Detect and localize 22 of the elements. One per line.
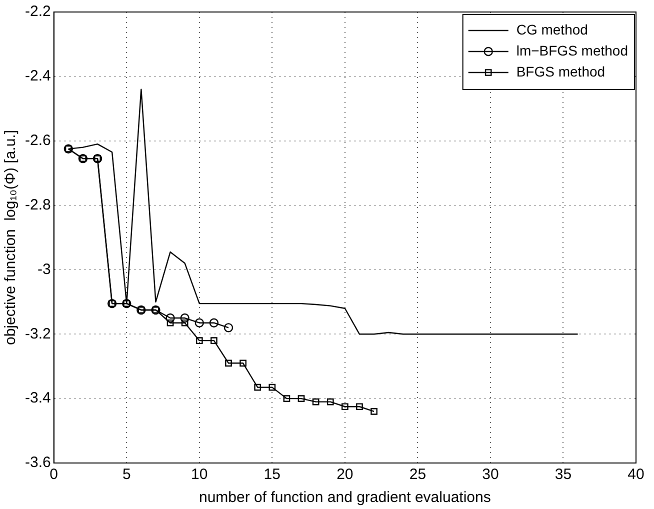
y-tick-label: -3.6 xyxy=(24,454,51,472)
legend-label: CG method xyxy=(516,21,588,38)
x-tick-label: 20 xyxy=(336,466,354,484)
x-axis-title: number of function and gradient evaluations xyxy=(198,489,491,506)
y-tick-label: -2.2 xyxy=(24,3,51,20)
x-tick-label: 40 xyxy=(628,466,644,484)
legend-label: lm−BFGS method xyxy=(516,42,628,58)
x-tick-label: 25 xyxy=(409,466,426,484)
y-tick-label: -2.8 xyxy=(24,196,51,214)
x-tick-label: 35 xyxy=(554,466,572,484)
x-tick-label: 5 xyxy=(122,466,131,484)
x-tick-label: 10 xyxy=(191,466,208,484)
y-tick-label: -2.6 xyxy=(24,132,51,149)
x-tick-label: 15 xyxy=(264,466,280,484)
y-axis-title: objective function log₁₀(Φ) [a.u.] xyxy=(2,130,20,346)
y-tick-label: -3.4 xyxy=(24,390,51,407)
y-tick-label: -3.2 xyxy=(24,325,51,342)
x-tick-label: 0 xyxy=(50,466,58,484)
legend-label: BFGS method xyxy=(516,63,606,80)
x-tick-label: 30 xyxy=(482,466,499,484)
y-tick-label: -3 xyxy=(38,260,51,278)
y-tick-label: -2.4 xyxy=(24,68,51,85)
